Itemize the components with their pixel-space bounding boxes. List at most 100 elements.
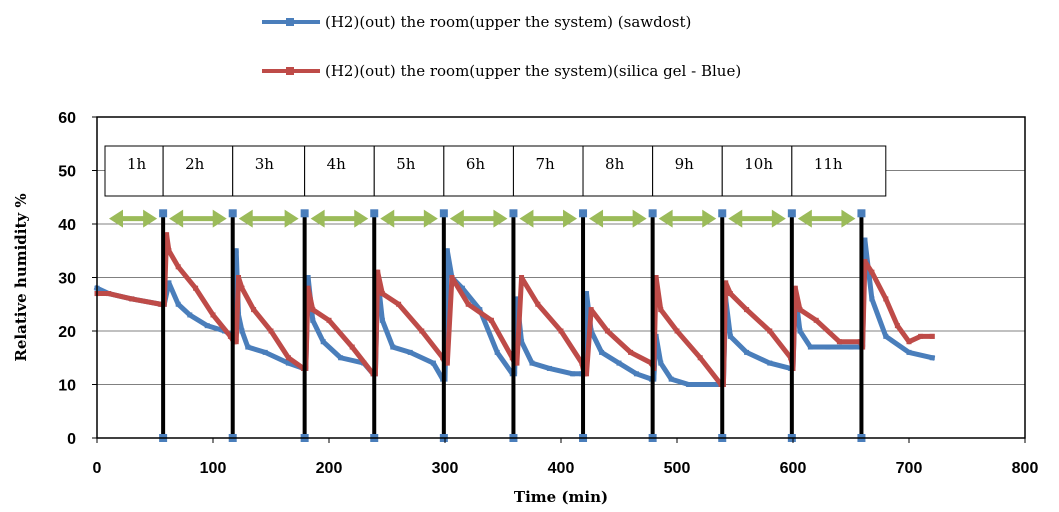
data-point <box>744 349 750 355</box>
data-point <box>320 339 326 345</box>
duration-arrow-7 <box>519 209 578 228</box>
duration-arrow-2 <box>169 209 227 228</box>
data-point <box>326 317 332 323</box>
arrow-head-right <box>423 209 438 228</box>
data-point <box>668 376 674 382</box>
data-point <box>262 349 268 355</box>
data-point <box>709 382 715 387</box>
data-point <box>285 360 291 366</box>
data-point <box>379 291 385 297</box>
data-point <box>285 355 291 361</box>
x-tick-label: 700 <box>896 460 923 477</box>
data-point <box>175 301 181 307</box>
duration-arrow-4 <box>310 209 369 228</box>
data-point <box>633 371 639 377</box>
data-point <box>929 333 935 339</box>
data-point <box>883 333 889 339</box>
hour-box-4 <box>304 145 375 197</box>
hour-box-9 <box>652 145 723 197</box>
data-point <box>268 328 274 334</box>
data-point <box>251 307 257 313</box>
data-point <box>807 344 813 350</box>
data-point <box>697 355 703 361</box>
arrow-head-left <box>238 209 253 228</box>
arrow-head-right <box>284 209 299 228</box>
data-point <box>869 296 875 302</box>
data-point <box>674 328 680 334</box>
arrow-head-left <box>169 209 184 228</box>
data-point <box>164 232 170 238</box>
data-point <box>210 312 216 318</box>
event-marker-top-10 <box>787 209 796 218</box>
arrow-head-right <box>632 209 647 228</box>
arrow-head-right <box>841 209 856 228</box>
x-tick-label: 500 <box>664 460 691 477</box>
data-point <box>628 349 634 355</box>
event-marker-top-3 <box>300 209 309 218</box>
data-point <box>239 285 245 291</box>
data-point <box>519 275 525 280</box>
data-point <box>175 264 181 270</box>
duration-arrow-3 <box>238 209 299 228</box>
data-point <box>584 371 590 377</box>
arrow-head-right <box>212 209 227 228</box>
y-tick-label: 20 <box>58 324 76 341</box>
data-point <box>158 301 164 307</box>
arrow-head-left <box>310 209 325 228</box>
event-marker-top-7 <box>579 209 588 218</box>
data-point <box>862 237 868 243</box>
data-point <box>658 360 664 366</box>
data-point <box>338 355 344 361</box>
x-axis-title: Time (min) <box>514 488 608 506</box>
data-point <box>459 285 465 291</box>
arrow-head-right <box>354 209 369 228</box>
data-point <box>236 275 242 280</box>
data-point <box>514 360 520 366</box>
x-tick-label: 400 <box>548 460 575 477</box>
data-point <box>239 328 245 334</box>
data-point <box>869 269 875 275</box>
data-point <box>825 344 831 350</box>
duration-arrow-11 <box>797 209 856 228</box>
data-point <box>588 307 594 313</box>
arrow-head-left <box>658 209 673 228</box>
y-axis-title: Relative humidity % <box>12 193 30 361</box>
data-point <box>848 344 854 350</box>
arrow-head-left <box>519 209 534 228</box>
data-point <box>407 349 413 355</box>
duration-arrows <box>109 209 856 228</box>
data-point <box>349 344 355 350</box>
data-point <box>514 296 520 302</box>
data-point <box>488 317 494 323</box>
x-tick-label: 200 <box>316 460 343 477</box>
hour-box-label-8: 8h <box>605 155 625 173</box>
data-point <box>390 344 396 350</box>
data-point <box>379 317 385 323</box>
data-point <box>723 280 729 286</box>
data-point <box>187 312 193 318</box>
legend-marker-0 <box>286 18 294 26</box>
data-point <box>862 258 868 264</box>
data-point <box>570 371 576 377</box>
data-point <box>744 307 750 313</box>
x-tick-label: 600 <box>780 460 807 477</box>
data-point <box>836 339 842 345</box>
event-marker-top-11 <box>857 209 866 218</box>
data-point <box>918 333 924 339</box>
data-point <box>906 339 912 345</box>
data-point <box>129 296 135 302</box>
data-point <box>465 301 471 307</box>
y-tick-label: 60 <box>58 110 76 127</box>
x-tick-label: 300 <box>432 460 459 477</box>
arrow-head-left <box>589 209 604 228</box>
data-point <box>813 317 819 323</box>
data-point <box>106 291 112 297</box>
data-point <box>929 355 935 361</box>
data-point <box>797 307 803 313</box>
duration-arrow-10 <box>728 209 786 228</box>
data-point <box>792 285 798 291</box>
legend-label-0: (H2)(out) the room(upper the system) (sa… <box>325 13 691 31</box>
hour-box-11 <box>791 145 887 197</box>
data-point <box>305 275 311 280</box>
